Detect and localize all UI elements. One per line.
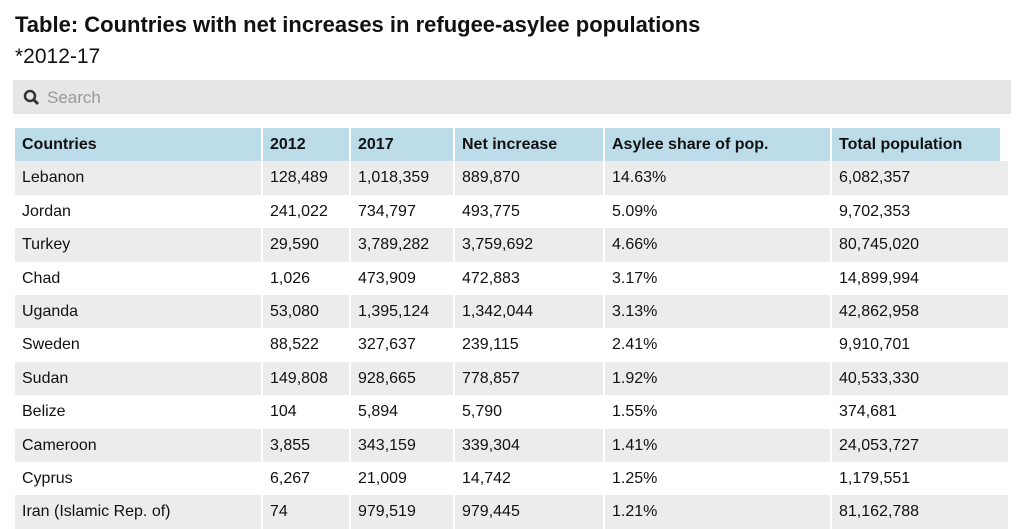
table-cell: 3.17% xyxy=(603,261,830,295)
search-placeholder: Search xyxy=(47,88,101,107)
table-cell: 473,909 xyxy=(349,261,453,295)
table-row: Cyprus 6,267 21,009 14,742 1.25% 1,179,551 xyxy=(13,461,1011,496)
table-cell: 928,665 xyxy=(349,361,453,396)
table-cell: 1,018,359 xyxy=(349,161,453,195)
table-cell: Uganda xyxy=(13,294,261,329)
table-cell: 1,179,551 xyxy=(830,461,1008,496)
column-header: Countries xyxy=(13,128,261,162)
table-cell: 493,775 xyxy=(453,194,603,229)
table-row: Jordan 241,022 734,797 493,775 5.09% 9,702,35… xyxy=(13,194,1011,229)
table-cell: 343,159 xyxy=(349,428,453,462)
table-cell: 239,115 xyxy=(453,328,603,362)
column-header: Net increase xyxy=(453,128,603,162)
table-cell: Jordan xyxy=(13,194,261,229)
table-cell: 9,910,701 xyxy=(830,328,1008,362)
table-cell: 21,009 xyxy=(349,461,453,496)
column-header: 2017 xyxy=(349,128,453,162)
table-cell: 29,590 xyxy=(261,228,349,262)
table-cell: 3,759,692 xyxy=(453,228,603,262)
table-cell: 3.13% xyxy=(603,294,830,329)
table-cell: 3,855 xyxy=(261,428,349,462)
table: Countries 2012 2017 Net increase Asylee shar… xyxy=(13,128,1011,529)
table-cell: 53,080 xyxy=(261,294,349,329)
column-header: 2012 xyxy=(261,128,349,162)
table-cell: 1.41% xyxy=(603,428,830,462)
table-row: Sudan 149,808 928,665 778,857 1.92% 40,533,33… xyxy=(13,361,1011,396)
table-cell: 24,053,727 xyxy=(830,428,1008,462)
table-cell: 339,304 xyxy=(453,428,603,462)
table-cell: 4.66% xyxy=(603,228,830,262)
table-cell: 3,789,282 xyxy=(349,228,453,262)
table-cell: 14.63% xyxy=(603,161,830,195)
table-cell: 889,870 xyxy=(453,161,603,195)
table-cell: Cyprus xyxy=(13,461,261,496)
table-cell: 1,026 xyxy=(261,261,349,295)
table-cell: 241,022 xyxy=(261,194,349,229)
table-cell: 734,797 xyxy=(349,194,453,229)
table-cell: 5.09% xyxy=(603,194,830,229)
table-row: Uganda 53,080 1,395,124 1,342,044 3.13% 42,86… xyxy=(13,294,1011,329)
title: Table: Countries with net increases in r… xyxy=(15,12,701,37)
page: Table: Countries with net increases in r… xyxy=(13,12,1011,529)
table-cell: 104 xyxy=(261,395,349,429)
table-cell: 9,702,353 xyxy=(830,194,1008,229)
table-cell: 374,681 xyxy=(830,395,1008,429)
table-row: Sweden 88,522 327,637 239,115 2.41% 9,910,701 xyxy=(13,328,1011,362)
table-cell: Turkey xyxy=(13,228,261,262)
table-row: Cameroon 3,855 343,159 339,304 1.41% 24,053,7… xyxy=(13,428,1011,462)
table-cell: 88,522 xyxy=(261,328,349,362)
table-cell: Sudan xyxy=(13,361,261,396)
table-cell: 5,894 xyxy=(349,395,453,429)
table-row: Turkey 29,590 3,789,282 3,759,692 4.66% 80,74… xyxy=(13,228,1011,262)
table-cell: 14,899,994 xyxy=(830,261,1008,295)
table-cell: 2.41% xyxy=(603,328,830,362)
header-row[interactable]: Countries 2012 2017 Net increase Asylee shar… xyxy=(13,128,1011,162)
table-cell: 778,857 xyxy=(453,361,603,396)
table-cell: 6,267 xyxy=(261,461,349,496)
table-cell: 1,395,124 xyxy=(349,294,453,329)
table-row: Belize 104 5,894 5,790 1.55% 374,681 xyxy=(13,395,1011,429)
table-cell: 5,790 xyxy=(453,395,603,429)
table-cell: Chad xyxy=(13,261,261,295)
table-cell: 40,533,330 xyxy=(830,361,1008,396)
column-header: Asylee share of pop. xyxy=(603,128,830,162)
column-header: Total population xyxy=(830,128,1000,162)
table-row: Lebanon 128,489 1,018,359 889,870 14.63% 6,08… xyxy=(13,161,1011,195)
table-cell: 1,342,044 xyxy=(453,294,603,329)
table-cell: Belize xyxy=(13,395,261,429)
table-cell: 149,808 xyxy=(261,361,349,396)
table-cell: 1.55% xyxy=(603,395,830,429)
table-cell: 80,745,020 xyxy=(830,228,1008,262)
table-cell: 327,637 xyxy=(349,328,453,362)
table-cell: 42,862,958 xyxy=(830,294,1008,329)
table-cell: 1.25% xyxy=(603,461,830,496)
table-cell: Sweden xyxy=(13,328,261,362)
table-row: Chad 1,026 473,909 472,883 3.17% 14,899,994 xyxy=(13,261,1011,295)
table-cell: 14,742 xyxy=(453,461,603,496)
table-cell: Lebanon xyxy=(13,161,261,195)
table-cell: 6,082,357 xyxy=(830,161,1008,195)
search-icon xyxy=(23,89,40,106)
table-cell: 1.92% xyxy=(603,361,830,396)
table-cell: 128,489 xyxy=(261,161,349,195)
table-cell: Cameroon xyxy=(13,428,261,462)
search-box[interactable]: Search xyxy=(13,80,1011,114)
table-cell: 472,883 xyxy=(453,261,603,295)
subtitle: *2012-17 xyxy=(15,45,101,68)
